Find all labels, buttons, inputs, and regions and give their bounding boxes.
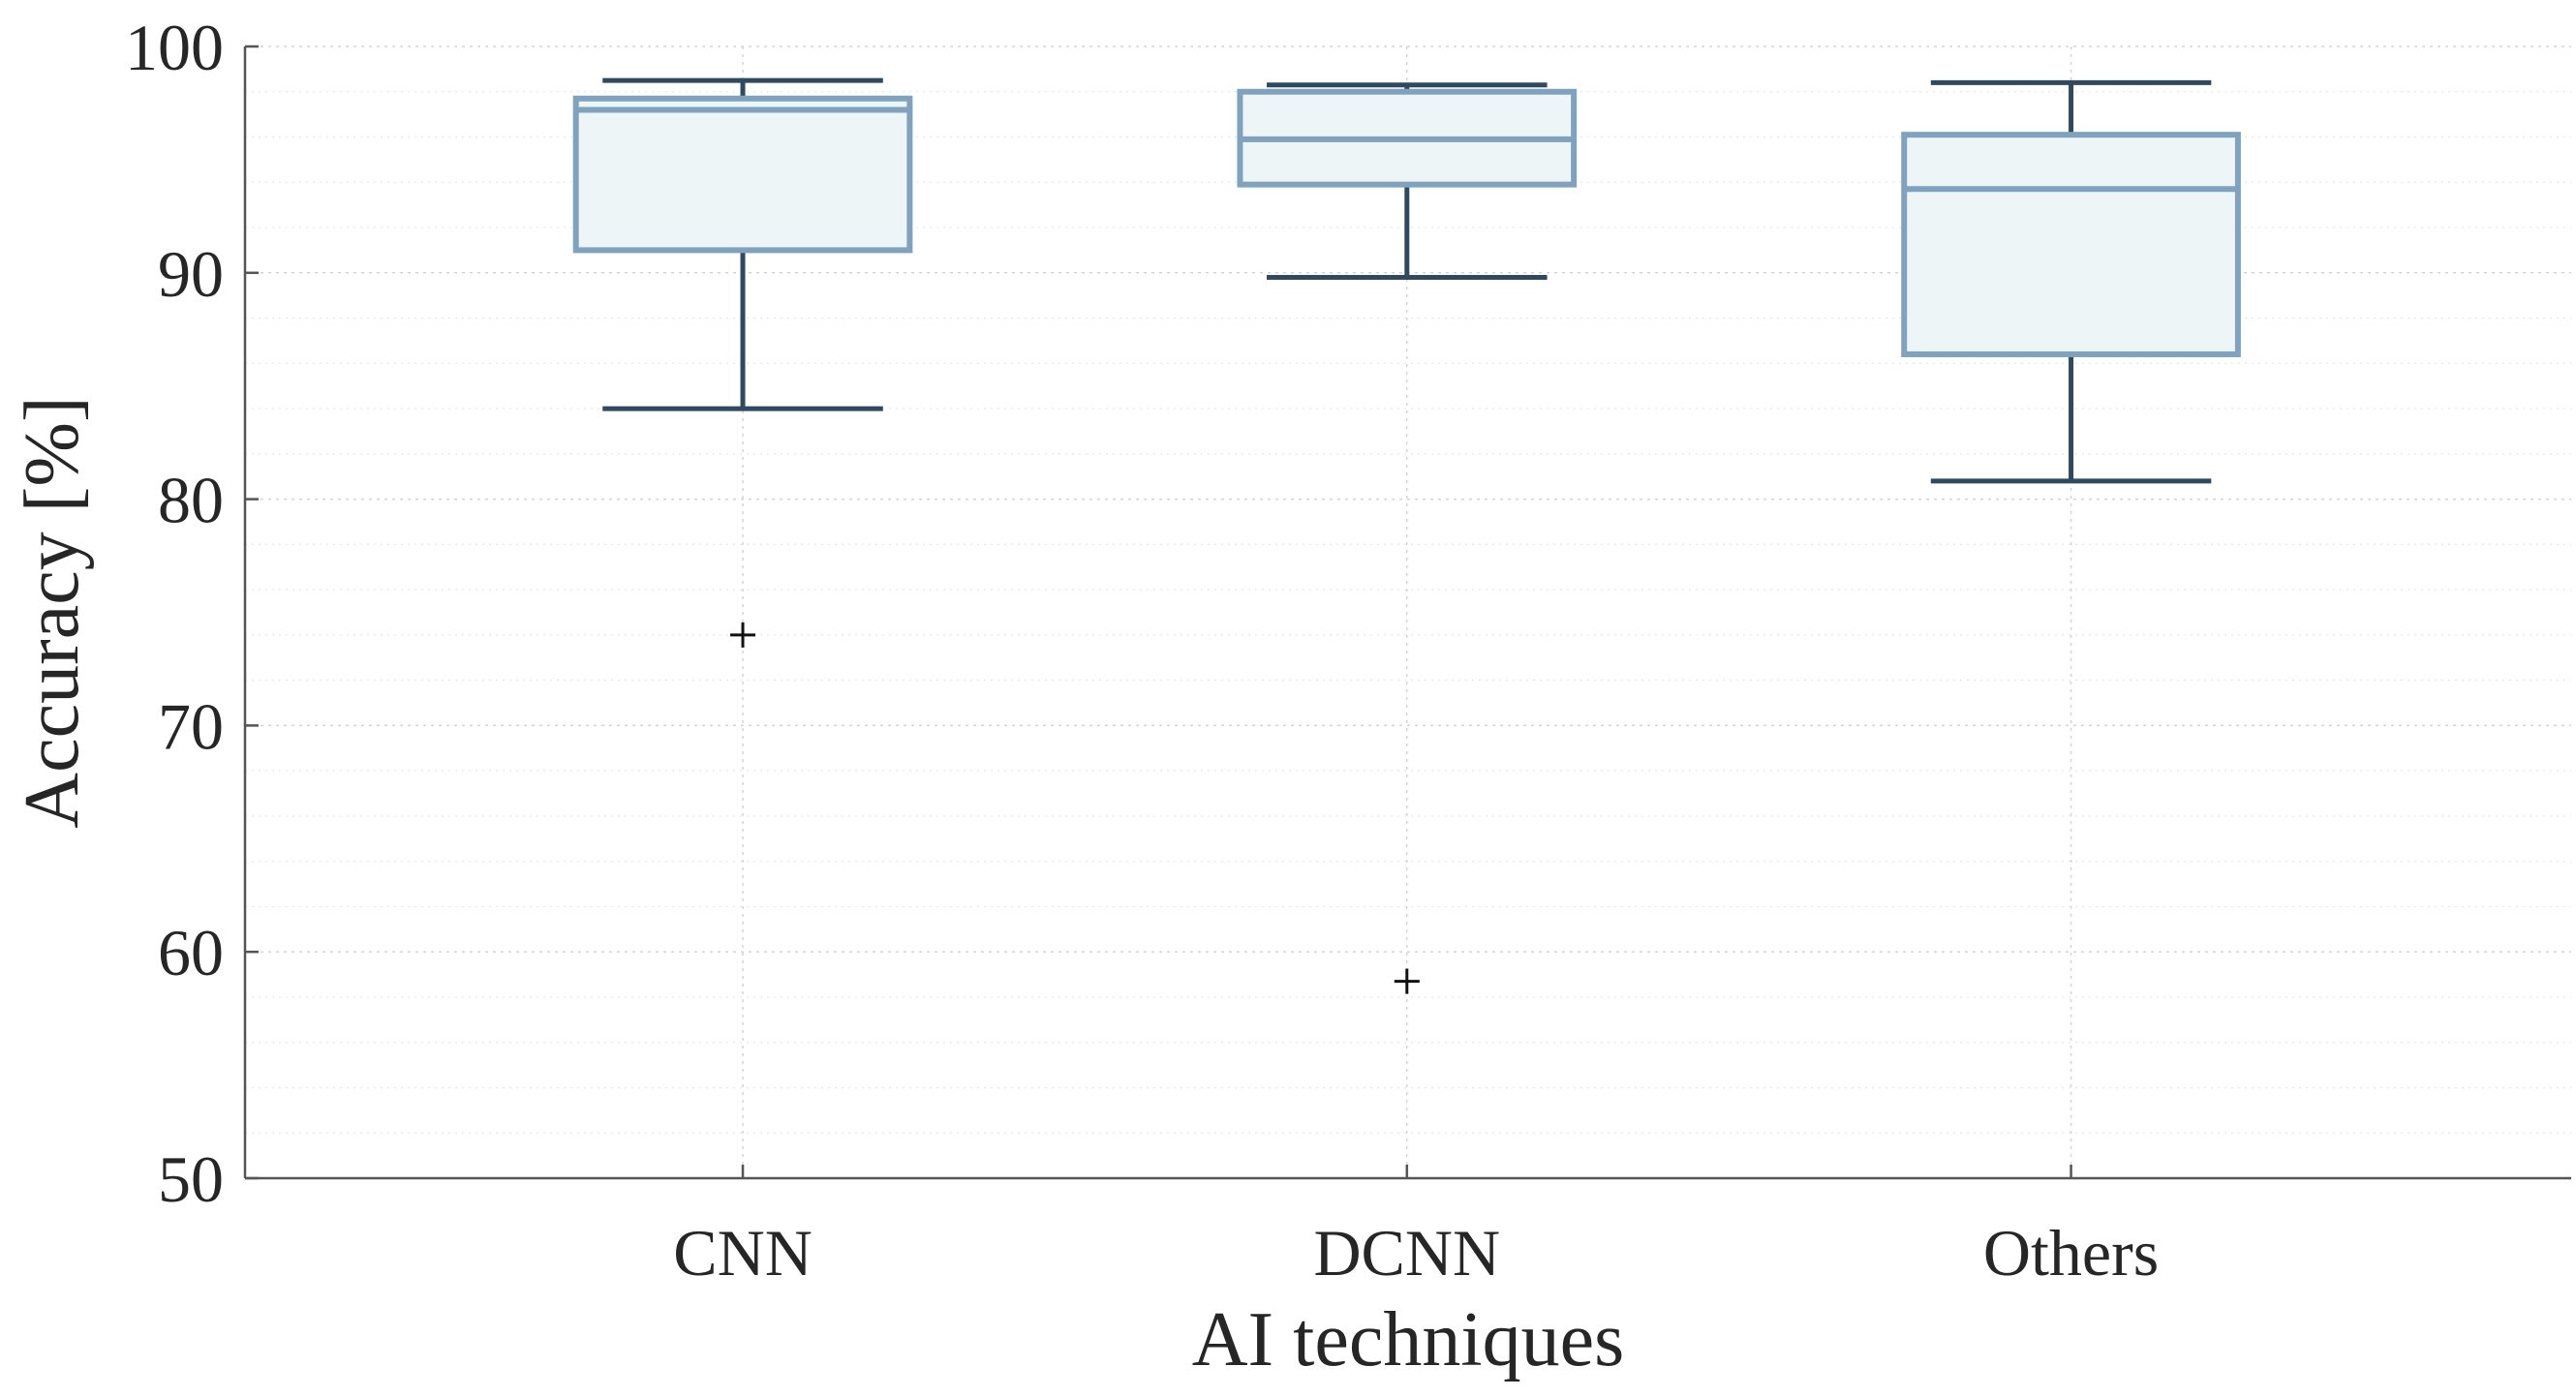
box-dcnn — [1237, 82, 1578, 994]
outlier-marker — [730, 622, 756, 648]
iqr-box — [1901, 132, 2241, 357]
box-cnn — [572, 77, 913, 648]
x-tick-label-others: Others — [1983, 1216, 2159, 1290]
y-tick-label: 80 — [158, 464, 224, 537]
tick-labels: 50 60 70 80 90 100 CNN DCNN Others — [125, 11, 2159, 1290]
axes — [243, 45, 2571, 1180]
y-tick-label: 50 — [158, 1142, 224, 1216]
boxes — [572, 77, 2241, 994]
x-tick-label-dcnn: DCNN — [1313, 1216, 1500, 1290]
x-axis-label: AI techniques — [1192, 1297, 1625, 1382]
box-others — [1901, 79, 2241, 484]
y-tick-label: 90 — [158, 237, 224, 311]
y-tick-label: 70 — [158, 689, 224, 763]
y-tick-label: 60 — [158, 916, 224, 989]
iqr-box — [572, 95, 913, 254]
x-tick-label-cnn: CNN — [673, 1216, 813, 1290]
y-tick-label: 100 — [125, 11, 224, 84]
y-axis-label: Accuracy [%] — [10, 396, 95, 828]
outlier-marker — [1394, 968, 1420, 994]
